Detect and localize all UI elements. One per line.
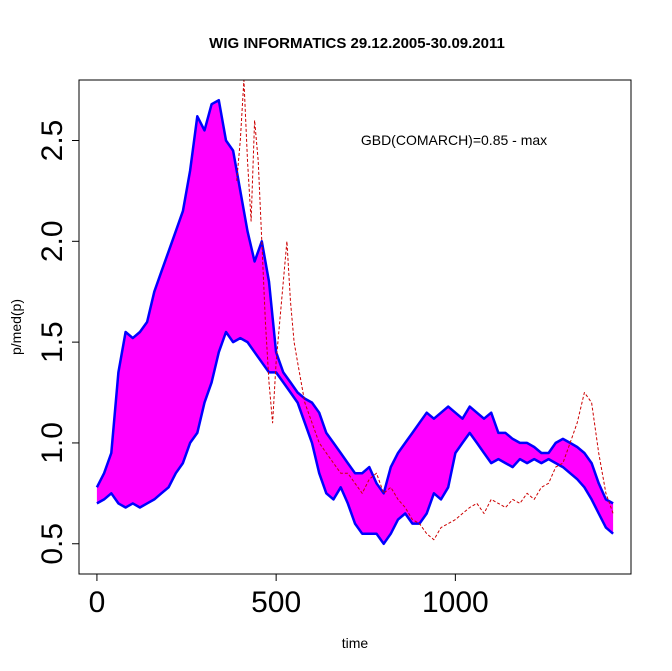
x-axis-label: time: [342, 635, 369, 651]
plot-area: [95, 80, 614, 546]
x-tick-label: 0: [89, 586, 106, 619]
x-tick-label: 500: [251, 586, 301, 619]
y-axis: 0.5 1.0 1.5 2.0 2.5: [36, 120, 80, 565]
band-fill: [96, 100, 614, 544]
y-tick-label: 2.0: [36, 220, 69, 262]
x-axis: 0 500 1000: [89, 573, 489, 619]
y-axis-label: p/med(p): [8, 299, 24, 355]
y-tick-label: 0.5: [36, 523, 69, 565]
series-lower-envelope: [96, 330, 614, 546]
series-comarch: [236, 80, 614, 541]
x-tick-label: 1000: [422, 586, 489, 619]
y-tick-label: 1.5: [36, 321, 69, 363]
series-upper-envelope: [95, 98, 614, 505]
y-tick-label: 1.0: [36, 422, 69, 464]
annotation-gbd: GBD(COMARCH)=0.85 - max: [361, 132, 547, 148]
y-tick-label: 2.5: [36, 120, 69, 162]
chart-title: WIG INFORMATICS 29.12.2005-30.09.2011: [209, 35, 505, 52]
